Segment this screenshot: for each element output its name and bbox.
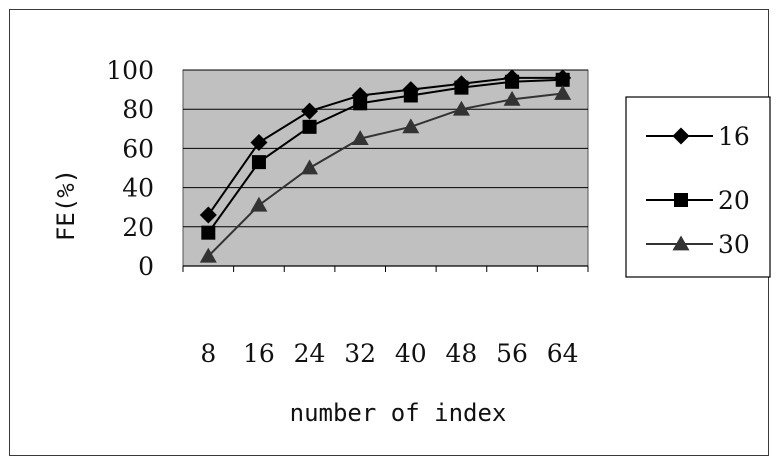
x-tick-label: 32 bbox=[344, 339, 376, 368]
y-tick-label: 40 bbox=[122, 174, 154, 203]
x-tick-label: 64 bbox=[547, 339, 579, 368]
data-point-diamond bbox=[301, 102, 319, 120]
data-point-triangle bbox=[503, 90, 521, 106]
legend-box bbox=[625, 96, 771, 278]
data-point-triangle bbox=[554, 85, 572, 100]
axis-labels-group: 0 20 40 60 80 100 8 16 24 32 40 48 56 64 bbox=[106, 56, 578, 368]
legend: 16 20 30 bbox=[625, 96, 771, 278]
legend-label: 30 bbox=[718, 230, 750, 259]
y-tick-label: 0 bbox=[138, 252, 154, 281]
y-axis-title: FE(%) bbox=[52, 169, 80, 241]
plot-area-group bbox=[182, 69, 589, 272]
x-tick-label: 56 bbox=[496, 339, 528, 368]
data-point-square bbox=[302, 119, 317, 134]
x-tick-label: 16 bbox=[243, 339, 275, 368]
series-group bbox=[199, 69, 572, 263]
data-point-square bbox=[505, 74, 520, 89]
y-tick-label: 80 bbox=[122, 95, 154, 124]
data-point-triangle bbox=[351, 130, 369, 145]
data-point-triangle bbox=[402, 118, 420, 134]
series-line-30 bbox=[207, 92, 563, 257]
data-point-square bbox=[674, 193, 688, 207]
series-line-20 bbox=[207, 78, 563, 234]
data-point-square bbox=[403, 88, 418, 103]
data-point-triangle bbox=[250, 196, 268, 212]
y-tick-label: 60 bbox=[122, 134, 154, 163]
series-line-16 bbox=[207, 76, 563, 216]
x-tick-label: 8 bbox=[200, 339, 216, 368]
y-tick-label: 20 bbox=[122, 213, 154, 242]
y-tick-label: 100 bbox=[106, 56, 154, 85]
plot-area bbox=[182, 69, 589, 267]
data-point-triangle bbox=[301, 159, 319, 175]
data-point-diamond bbox=[199, 206, 217, 224]
data-point-triangle bbox=[672, 235, 690, 251]
data-point-triangle bbox=[199, 247, 217, 263]
x-tick-label: 40 bbox=[395, 339, 427, 368]
legend-label: 20 bbox=[718, 186, 750, 215]
data-point-diamond bbox=[672, 127, 690, 145]
x-tick-label: 48 bbox=[446, 339, 478, 368]
data-point-triangle bbox=[452, 100, 470, 116]
data-point-square bbox=[201, 225, 216, 240]
data-point-diamond bbox=[250, 134, 268, 152]
data-point-square bbox=[454, 80, 469, 95]
x-tick-label: 24 bbox=[294, 339, 326, 368]
data-point-square bbox=[251, 155, 266, 170]
x-axis-title: number of index bbox=[290, 399, 507, 427]
legend-label: 16 bbox=[718, 122, 750, 151]
data-point-square bbox=[555, 72, 570, 87]
data-point-square bbox=[353, 96, 368, 111]
